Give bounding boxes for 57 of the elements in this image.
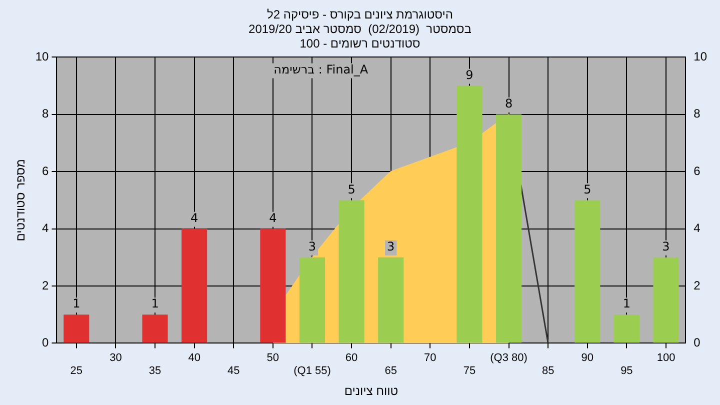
data-label: 8 <box>504 96 513 111</box>
x-tick-label: 30 <box>110 352 122 364</box>
chart-title: היסטוגרמת ציונים בקורס - פיסיקה 2ל <box>266 8 454 22</box>
x-tick-label: (Q3 80) <box>490 352 528 364</box>
bar <box>614 314 640 343</box>
x-tick-label: 75 <box>463 365 476 378</box>
x-tick-label: 70 <box>424 352 436 364</box>
data-label: 1 <box>151 296 159 311</box>
annotation: ברשימה : Final_A <box>274 62 369 76</box>
bar <box>338 200 364 343</box>
y2-tick-label: 0 <box>694 336 701 350</box>
y-tick-label: 0 <box>42 336 50 350</box>
data-label: 5 <box>584 182 592 196</box>
y-tick-label: 10 <box>35 50 50 64</box>
data-label: 3 <box>308 240 316 254</box>
data-label: 5 <box>348 182 356 196</box>
y2-tick-label: 4 <box>694 221 701 236</box>
y-tick-label: 2 <box>42 278 50 292</box>
bar <box>260 228 286 343</box>
y2-tick-label: 10 <box>694 50 708 64</box>
data-label: 1 <box>622 296 631 311</box>
y2-tick-label: 8 <box>694 106 701 121</box>
y-tick-label: 8 <box>42 106 50 121</box>
x-tick-label: 65 <box>384 365 397 378</box>
x-tick-label: (Q1 55) <box>294 365 331 378</box>
data-label: 1 <box>72 296 80 311</box>
data-label: 4 <box>190 210 198 225</box>
data-label: 4 <box>269 210 277 225</box>
bar <box>64 314 90 343</box>
x-tick-label: 50 <box>266 352 280 364</box>
bar <box>574 200 600 343</box>
y-axis-title: מספר סטודנטים <box>14 159 28 242</box>
bar <box>496 114 522 343</box>
x-tick-label: 100 <box>656 352 676 364</box>
bar <box>142 314 168 343</box>
x-tick-label: 35 <box>148 365 162 378</box>
y2-tick-label: 2 <box>694 278 701 292</box>
bar <box>456 86 482 343</box>
x-tick-label: 95 <box>620 365 633 378</box>
x-tick-label: 85 <box>542 365 554 378</box>
y-tick-label: 4 <box>42 221 50 236</box>
data-label: 9 <box>466 68 474 82</box>
bar <box>182 228 208 343</box>
chart-subtitle: בסמסטר (02/2019) סמסטר אביב 2019/20 סטודנטים רשומים - 100 <box>248 22 472 50</box>
bar <box>299 257 326 343</box>
x-tick-label: 25 <box>70 365 83 378</box>
data-label: 3 <box>662 240 670 254</box>
y-tick-label: 6 <box>42 164 50 178</box>
x-tick-label: 45 <box>228 365 240 378</box>
x-tick-label: 90 <box>581 352 594 364</box>
x-tick-label: 60 <box>345 352 358 364</box>
bar <box>378 257 404 343</box>
x-tick-label: 40 <box>188 352 200 364</box>
bar <box>653 257 679 343</box>
data-label: 3 <box>387 240 395 254</box>
x-axis-title: טווח ציונים <box>344 384 398 398</box>
y2-tick-label: 6 <box>694 164 701 178</box>
